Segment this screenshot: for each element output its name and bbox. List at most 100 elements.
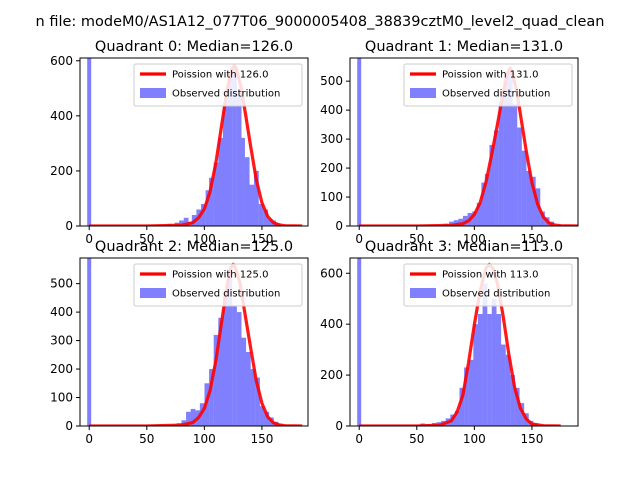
x-tick-label: 150 xyxy=(250,432,273,446)
y-tick-label: 300 xyxy=(320,132,343,146)
histogram-bar xyxy=(489,144,495,226)
x-tick-label: 100 xyxy=(193,232,216,246)
histogram-bar xyxy=(521,150,527,226)
histogram-bar xyxy=(209,177,214,226)
histogram-bar xyxy=(213,334,219,426)
y-tick-label: 100 xyxy=(50,391,73,405)
x-tick-label: 150 xyxy=(520,232,543,246)
histogram-bar xyxy=(530,176,536,226)
figure-suptitle: n file: modeM0/AS1A12_077T06_9000005408_… xyxy=(36,14,605,30)
histogram-bar xyxy=(258,203,264,226)
histogram-bar xyxy=(517,127,522,226)
y-tick-label: 400 xyxy=(320,317,343,331)
y-tick-label: 0 xyxy=(335,419,343,433)
histogram-bar xyxy=(205,190,211,226)
histogram-bar xyxy=(484,173,490,226)
x-tick-label: 100 xyxy=(193,432,216,446)
histogram-bar xyxy=(477,314,483,426)
x-tick-label: 50 xyxy=(409,232,424,246)
legend-box xyxy=(403,263,573,307)
panel-title: Quadrant 2: Median=125.0 xyxy=(95,239,293,255)
legend-bar-swatch xyxy=(140,88,166,98)
y-tick-label: 200 xyxy=(320,161,343,175)
panel-title: Quadrant 3: Median=113.0 xyxy=(365,239,563,255)
plot-area xyxy=(87,258,303,426)
histogram-bar xyxy=(464,367,469,426)
histogram-bar xyxy=(250,369,256,426)
histogram-bar xyxy=(510,375,515,426)
zero-spike-bar xyxy=(87,58,92,226)
histogram-bar xyxy=(514,387,520,426)
y-tick-label: 400 xyxy=(50,305,73,319)
quadrant-panel-1: 0 50 100 150 0 100 200 300 400 500 Quadrant 1: Med… xyxy=(320,39,579,246)
plot-area xyxy=(357,58,578,226)
histogram-bar xyxy=(222,104,228,226)
histogram-bar xyxy=(454,410,460,426)
histogram-bar xyxy=(255,377,260,426)
histogram-bar xyxy=(494,130,499,226)
x-tick-label: 0 xyxy=(85,232,93,246)
x-tick-label: 100 xyxy=(463,232,486,246)
y-tick-label: 200 xyxy=(320,368,343,382)
y-tick-label: 600 xyxy=(320,266,343,280)
histogram-bar xyxy=(264,411,270,426)
legend: Poission with 125.0 Observed distribution xyxy=(133,263,303,307)
histogram-bar xyxy=(482,283,488,426)
histogram-bar xyxy=(222,292,228,426)
histogram-bar xyxy=(179,220,184,226)
histogram-bar xyxy=(232,306,237,426)
quadrant-panel-3: 0 50 100 150 0 200 400 600 Quadrant 3: Median=11… xyxy=(320,239,579,446)
histogram-bar xyxy=(267,219,273,226)
y-tick-label: 100 xyxy=(320,190,343,204)
y-tick-label: 400 xyxy=(320,103,343,117)
legend-label: Observed distribution xyxy=(172,289,280,300)
histogram-bar xyxy=(519,403,525,426)
plot-area xyxy=(357,258,561,426)
x-tick-label: 50 xyxy=(139,232,154,246)
histogram-bar xyxy=(213,162,219,226)
histogram-bar xyxy=(186,411,191,426)
legend-bar-swatch xyxy=(410,288,436,298)
legend: Poission with 113.0 Observed distribution xyxy=(403,263,573,307)
legend-label: Observed distribution xyxy=(172,89,280,100)
histogram-bar xyxy=(505,354,511,426)
legend-bar-swatch xyxy=(410,88,436,98)
x-tick-label: 150 xyxy=(250,232,273,246)
panel-title: Quadrant 1: Median=131.0 xyxy=(365,39,563,55)
histogram-bar xyxy=(236,93,242,226)
zero-spike-bar xyxy=(357,58,362,226)
axes-frame xyxy=(79,257,309,427)
histogram-bar xyxy=(512,104,518,226)
histogram-bar xyxy=(183,217,189,226)
legend-label: Poission with 113.0 xyxy=(442,270,538,281)
legend-label: Poission with 131.0 xyxy=(442,70,538,81)
histogram-bar xyxy=(487,314,492,426)
histogram-bar xyxy=(540,211,545,226)
y-tick-label: 0 xyxy=(65,219,73,233)
histogram-bar xyxy=(249,184,255,226)
legend-box xyxy=(403,63,573,107)
histogram-bar xyxy=(507,69,513,226)
histogram-bar xyxy=(500,344,506,426)
histogram-bar xyxy=(218,137,224,226)
panel-title: Quadrant 0: Median=126.0 xyxy=(95,39,293,55)
axes-frame xyxy=(349,257,579,427)
histogram-bar xyxy=(227,71,233,226)
y-tick-label: 200 xyxy=(50,362,73,376)
legend-label: Observed distribution xyxy=(442,289,550,300)
histogram-bar xyxy=(244,157,250,226)
y-tick-label: 500 xyxy=(320,74,343,88)
histogram-bar xyxy=(498,101,504,226)
histogram-bar xyxy=(472,211,477,226)
histogram-bar xyxy=(259,406,265,426)
axes-frame xyxy=(79,57,309,227)
x-tick-label: 100 xyxy=(463,432,486,446)
histogram-bar xyxy=(459,387,465,426)
legend: Poission with 131.0 Observed distribution xyxy=(403,63,573,107)
legend-box xyxy=(133,263,303,307)
histogram-bar xyxy=(491,298,497,426)
legend-box xyxy=(133,63,303,107)
legend: Poission with 126.0 Observed distribution xyxy=(133,63,303,107)
histogram-bar xyxy=(263,209,268,226)
